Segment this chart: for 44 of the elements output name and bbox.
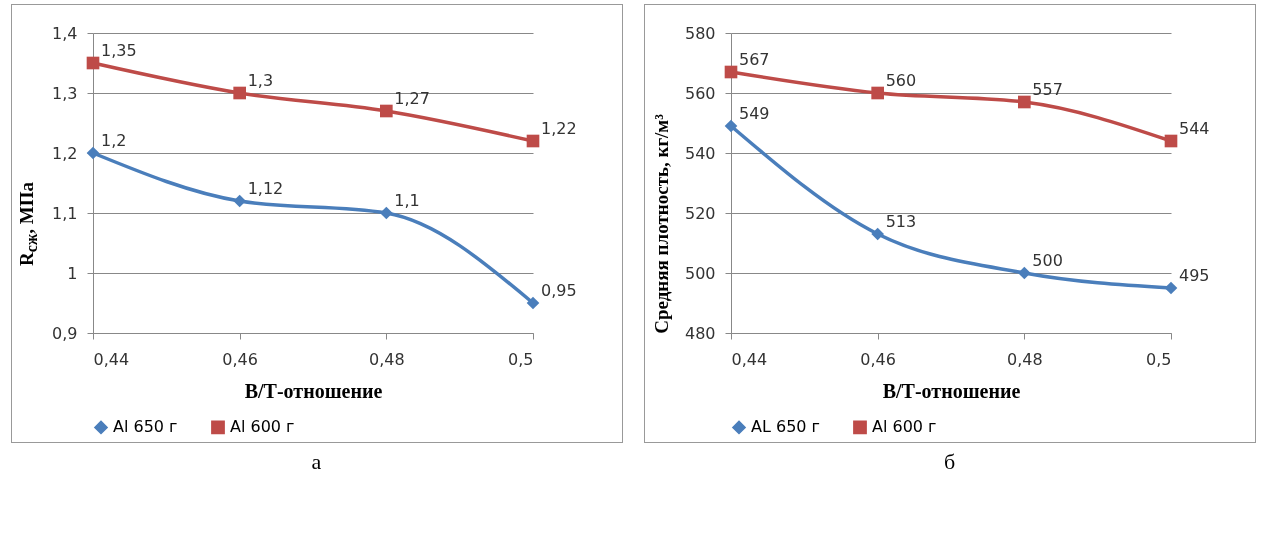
- y-tick-label: 1: [66, 263, 77, 283]
- y-tick-label: 1,1: [51, 203, 77, 223]
- y-tick-label: 1,2: [51, 143, 77, 163]
- y-tick-label: 580: [684, 23, 715, 43]
- y-tick-label: 540: [684, 143, 715, 163]
- y-tick-label: 560: [684, 83, 715, 103]
- x-axis-title: В/Т-отношение: [244, 379, 382, 402]
- data-label: 544: [1178, 119, 1210, 138]
- text: а: [311, 449, 322, 475]
- legend-label: Al 650 г: [112, 417, 178, 437]
- x-tick-label: 0,48: [368, 349, 405, 369]
- data-label: 513: [885, 212, 916, 231]
- x-tick-label: 0,48: [1006, 349, 1043, 369]
- x-tick-label: 0,46: [221, 349, 258, 369]
- y-tick-label: 1,4: [51, 23, 77, 43]
- legend-label: AL 650 г: [750, 417, 820, 437]
- data-label: 1,35: [100, 41, 137, 60]
- x-tick-label: 0,44: [93, 349, 129, 369]
- y-tick-label: 0,9: [51, 323, 77, 343]
- data-label: 1,2: [100, 131, 126, 150]
- data-label: 495: [1178, 266, 1210, 285]
- y-tick-label: 480: [684, 323, 715, 343]
- y-axis-title: Средняя плотность, кг/м³: [650, 113, 673, 334]
- data-label: 0,95: [540, 281, 577, 300]
- legend-label: Al 600 г: [229, 417, 295, 437]
- data-label: 549: [738, 104, 770, 123]
- data-label: 1,27: [393, 89, 430, 108]
- data-label: 567: [738, 50, 770, 69]
- x-tick-label: 0,46: [859, 349, 896, 369]
- x-axis-title: В/Т-отношение: [882, 379, 1020, 402]
- x-tick-label: 0,44: [731, 349, 767, 369]
- legend-label: Al 600 г: [871, 417, 937, 437]
- data-label: 1,22: [540, 119, 577, 138]
- y-tick-label: 1,3: [51, 83, 77, 103]
- text: б: [943, 449, 956, 475]
- data-label: 1,1: [393, 191, 420, 210]
- x-tick-label: 0,5: [507, 349, 533, 369]
- x-tick-label: 0,5: [1145, 349, 1171, 369]
- data-label: 1,12: [247, 179, 283, 198]
- y-tick-label: 500: [684, 263, 715, 283]
- data-label: 560: [885, 71, 916, 90]
- data-label: 1,3: [247, 71, 273, 90]
- data-label: 500: [1031, 251, 1063, 270]
- y-tick-label: 520: [684, 203, 715, 223]
